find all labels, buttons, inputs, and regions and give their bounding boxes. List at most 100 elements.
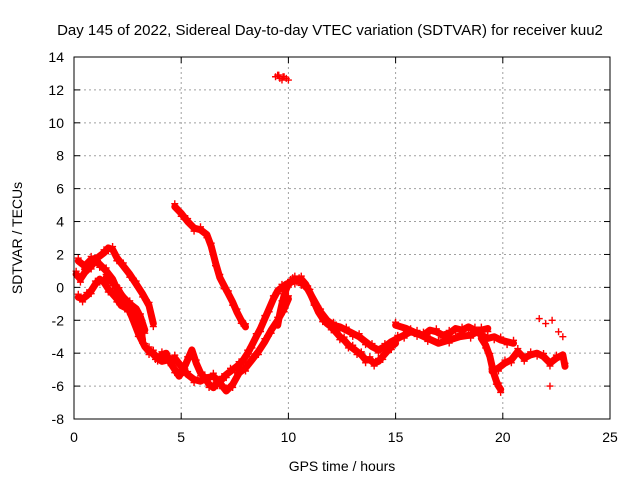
data-point-marker [87,290,95,298]
data-point-marker [507,359,515,367]
data-point-marker [216,382,224,390]
data-point-marker [501,356,509,364]
data-point-marker [87,252,95,260]
data-point-marker [184,215,192,223]
data-point-marker [495,379,503,387]
x-tick-label: 0 [70,429,78,445]
x-tick-label: 5 [177,429,185,445]
data-point-marker [229,301,237,309]
data-point-marker [121,301,129,309]
data-point-marker [413,326,421,334]
data-point-marker [434,336,442,344]
x-tick-label: 25 [602,429,618,445]
y-tick-label: 4 [56,214,64,230]
y-tick-label: 10 [48,115,64,131]
data-point-marker [158,354,166,362]
series-track-k [488,345,569,375]
data-point-marker [445,339,453,347]
data-point-marker [96,278,104,286]
data-point-marker [227,364,235,372]
x-axis-title: GPS time / hours [289,458,396,474]
y-tick-label: -4 [52,345,65,361]
data-point-marker [482,344,490,352]
data-point-marker [278,280,286,288]
data-point-marker [248,344,256,352]
data-point-marker [387,341,395,349]
data-point-marker [392,318,400,326]
data-point-marker [74,254,82,262]
x-tick-label: 20 [495,429,511,445]
data-point-marker [555,328,563,336]
data-point-marker [177,365,185,373]
data-point-marker [102,270,110,278]
data-point-marker [362,341,370,349]
data-point-marker [128,310,136,318]
data-point-marker [203,234,211,242]
data-point-marker [192,356,200,364]
data-point-marker [344,344,352,352]
data-point-marker [261,312,269,320]
y-tick-label: 2 [56,246,64,262]
data-point-marker [218,373,226,381]
data-point-marker [171,200,179,208]
data-point-marker [257,328,265,335]
data-point-marker [126,273,134,281]
data-point-marker [222,374,230,382]
data-point-marker [374,349,382,357]
data-point-marker [394,331,402,339]
data-point-marker [297,281,305,289]
data-point-marker [248,353,256,361]
data-point-marker [310,300,318,308]
data-point-marker [96,263,104,271]
data-point-marker [467,334,475,342]
data-point-marker [252,330,260,338]
data-point-marker [76,278,84,286]
data-point-marker [274,318,282,326]
data-point-marker [317,305,325,313]
data-point-marker [514,345,522,353]
data-point-marker [224,287,232,295]
y-axis-title: SDTVAR / TECUs [9,182,25,294]
data-point-marker [209,369,217,377]
data-point-marker [158,348,166,356]
data-point-marker [164,359,172,367]
data-point-marker [548,316,556,324]
data-point-marker [91,277,99,285]
data-point-marker [209,381,217,389]
data-point-marker [452,328,460,335]
data-point-marker [212,262,220,270]
data-point-marker [520,357,528,365]
data-point-marker [497,333,505,341]
data-point-marker [102,264,110,272]
data-point-marker [477,323,485,331]
data-point-marker [484,328,492,335]
data-point-marker [87,265,95,273]
data-point-marker [216,270,224,278]
data-point-marker [235,366,243,374]
data-point-marker [145,298,153,306]
data-point-marker [100,246,108,254]
data-point-marker [353,351,361,359]
data-point-marker [274,290,282,298]
data-point-marker [291,272,299,280]
data-point-marker [151,355,159,363]
data-point-marker [284,76,292,84]
data-point-marker [244,346,252,354]
data-point-marker [184,353,192,361]
data-point-marker [559,333,567,341]
data-point-marker [542,320,550,328]
data-point-marker [540,349,548,357]
y-tick-label: -6 [52,378,65,394]
data-point-marker [527,348,535,356]
data-point-marker [366,353,374,361]
y-tick-label: -2 [52,312,65,328]
data-point-marker [235,358,243,366]
data-point-marker [535,315,543,323]
data-point-marker [190,379,198,387]
data-point-marker [510,336,518,344]
series-track-f [171,200,250,331]
data-point-marker [275,71,283,79]
data-point-marker [490,336,498,344]
series-track-b [74,243,157,331]
data-point-marker [349,332,357,340]
